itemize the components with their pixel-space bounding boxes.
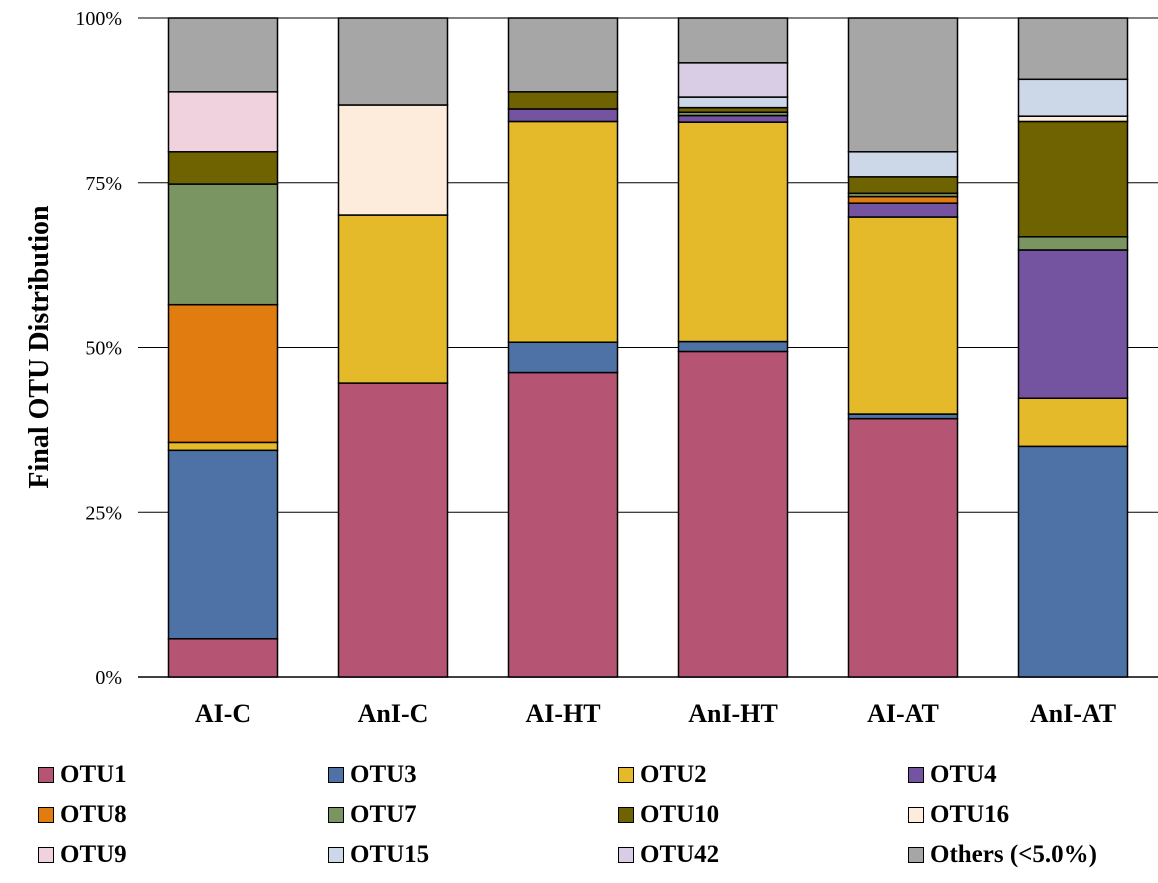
legend-swatch [618,767,634,783]
bar-segment [847,176,959,195]
legend-label: OTU8 [60,801,127,828]
legend-item: OTU15 [328,838,429,872]
legend-label: OTU9 [60,841,127,868]
legend-label: OTU1 [60,761,127,788]
bar-segment [507,371,619,678]
x-tick-label: AI-C [195,699,251,728]
x-tick-label: AnI-C [358,699,429,728]
bar-segment [677,96,789,109]
legend-label: OTU15 [350,841,430,868]
legend-swatch [38,767,54,783]
bar-segment [167,151,279,185]
y-axis-label: Final OTU Distribution [24,205,55,489]
legend-item: OTU4 [908,758,997,792]
bar-segment [167,303,279,444]
legend-swatch [38,847,54,863]
bar-segment [167,441,279,452]
legend-swatch [328,847,344,863]
bar-segment [167,449,279,640]
legend-item: OTU8 [38,798,127,832]
legend-label: OTU2 [640,761,707,788]
bar-segment [677,121,789,343]
bar-segment [1017,445,1129,678]
legend-item: OTU1 [38,758,127,792]
legend-label: OTU4 [930,761,997,788]
legend-item: OTU42 [618,838,719,872]
x-tick-label: AI-HT [525,699,600,728]
bar-segment [847,151,959,178]
legend-swatch [38,807,54,823]
legend-item: OTU9 [38,838,127,872]
bar-segment [1017,397,1129,448]
bar-segment [847,216,959,415]
gridlines [138,17,1158,678]
legend-label: OTU10 [640,801,720,828]
legend: OTU1 OTU3 OTU2 OTU4 OTU8 OTU7 OTU10 OTU16 OTU9 OT… [0,750,1158,880]
bar-segment [847,195,959,204]
bar-segment [337,214,449,384]
legend-swatch [908,767,924,783]
legend-item: OTU10 [618,798,719,832]
legend-swatch [618,847,634,863]
legend-swatch [908,847,924,863]
y-tick-label: 100% [75,8,122,30]
stacked-bar-chart: 0% 25% 50% 75% 100% AI-C AnI-C AI-HT AnI-HT AI-AT… [24,8,1158,728]
bar-segment [337,17,449,106]
bar-segment [1017,236,1129,251]
legend-swatch [618,807,634,823]
legend-label: Others (<5.0%) [930,841,1097,868]
legend-swatch [328,807,344,823]
bar-segment [337,382,449,678]
legend-label: OTU16 [930,801,1010,828]
bar-segment [677,340,789,353]
legend-label: OTU42 [640,841,720,868]
bar-segment [337,104,449,216]
legend-item: OTU2 [618,758,707,792]
bar-segment [1017,115,1129,123]
x-tick-label: AnI-HT [688,699,778,728]
bar-segment [1017,78,1129,117]
legend-label: OTU3 [350,761,417,788]
legend-swatch [908,807,924,823]
bar-segment [677,350,789,678]
y-tick-label: 50% [85,338,122,360]
y-tick-label: 0% [95,667,122,689]
bar-segment [677,17,789,64]
bar-segment [677,114,789,123]
bar-segment [847,17,959,153]
x-tick-label: AI-AT [867,699,939,728]
bar-segment [507,341,619,374]
legend-item: OTU7 [328,798,417,832]
y-tick-label: 75% [85,173,122,195]
bar-segment [507,108,619,123]
bar-segment [1017,120,1129,238]
bar-segment [1017,249,1129,399]
bar-segment [167,183,279,306]
bar-segment [167,638,279,678]
bar-segment [847,417,959,678]
legend-item: OTU3 [328,758,417,792]
bar-segment [507,91,619,110]
bar-segment [847,202,959,218]
bar-segment [167,17,279,93]
legend-item: Others (<5.0%) [908,838,1097,872]
bar-segment [167,91,279,153]
bar-segment [677,62,789,98]
bar-segment [1017,17,1129,81]
y-tick-label: 25% [85,502,122,524]
bar-segment [507,120,619,343]
legend-swatch [328,767,344,783]
legend-label: OTU7 [350,801,417,828]
bars [167,17,1129,678]
axes: 0% 25% 50% 75% 100% AI-C AnI-C AI-HT AnI-HT AI-AT… [75,8,1116,728]
x-tick-label: AnI-AT [1030,699,1116,728]
legend-item: OTU16 [908,798,1009,832]
bar-segment [507,17,619,93]
